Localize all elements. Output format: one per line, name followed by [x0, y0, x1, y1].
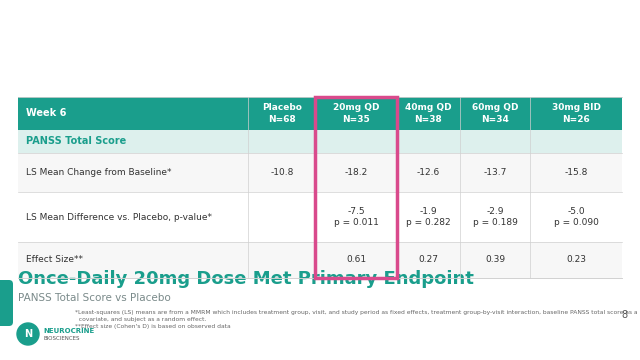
Text: covariate, and subject as a random effect.: covariate, and subject as a random effec… [75, 317, 206, 322]
Text: -12.6: -12.6 [417, 168, 440, 177]
Text: 0.27: 0.27 [418, 256, 438, 265]
Text: -2.9
p = 0.189: -2.9 p = 0.189 [472, 207, 517, 227]
Text: LS Mean Difference vs. Placebo, p-value*: LS Mean Difference vs. Placebo, p-value* [26, 212, 212, 221]
Text: Placebo
N=68: Placebo N=68 [262, 103, 302, 123]
Text: -10.8: -10.8 [270, 168, 294, 177]
Text: *Least-squares (LS) means are from a MMRM which includes treatment group, visit,: *Least-squares (LS) means are from a MMR… [75, 310, 637, 315]
Text: **Effect size (Cohen's D) is based on observed data: **Effect size (Cohen's D) is based on ob… [75, 324, 230, 329]
Text: Effect Size**: Effect Size** [26, 256, 83, 265]
Text: Once-Daily 20mg Dose Met Primary Endpoint: Once-Daily 20mg Dose Met Primary Endpoin… [18, 270, 474, 288]
Text: PANSS Total Score vs Placebo: PANSS Total Score vs Placebo [18, 293, 171, 303]
Text: -15.8: -15.8 [564, 168, 588, 177]
Text: 40mg QD
N=38: 40mg QD N=38 [404, 103, 451, 123]
Text: -1.9
p = 0.282: -1.9 p = 0.282 [406, 207, 451, 227]
Text: NEUROCRINE: NEUROCRINE [43, 328, 94, 334]
Text: 30mg BID
N=26: 30mg BID N=26 [552, 103, 600, 123]
Circle shape [17, 323, 39, 345]
Text: 60mg QD
N=34: 60mg QD N=34 [472, 103, 518, 123]
Text: 0.39: 0.39 [485, 256, 505, 265]
Bar [18, 153, 622, 192]
Bar [18, 97, 622, 130]
Bar [18, 242, 622, 278]
FancyBboxPatch shape [19, 131, 135, 152]
Text: -7.5
p = 0.011: -7.5 p = 0.011 [333, 207, 378, 227]
Text: 0.61: 0.61 [346, 256, 366, 265]
Bar [315, 97, 397, 278]
Bar [18, 130, 622, 153]
Text: LS Mean Change from Baseline*: LS Mean Change from Baseline* [26, 168, 172, 177]
Text: -5.0
p = 0.090: -5.0 p = 0.090 [554, 207, 598, 227]
Text: Week 6: Week 6 [26, 108, 67, 118]
Text: N: N [24, 329, 32, 339]
Text: PANSS Total Score: PANSS Total Score [26, 136, 126, 147]
Text: 8: 8 [622, 310, 628, 320]
Text: -13.7: -13.7 [483, 168, 507, 177]
Text: -18.2: -18.2 [344, 168, 367, 177]
Text: 20mg QD
N=35: 20mg QD N=35 [333, 103, 380, 123]
Text: BIOSCIENCES: BIOSCIENCES [43, 336, 79, 341]
Text: 0.23: 0.23 [566, 256, 586, 265]
Bar [18, 192, 622, 242]
FancyBboxPatch shape [0, 280, 13, 326]
